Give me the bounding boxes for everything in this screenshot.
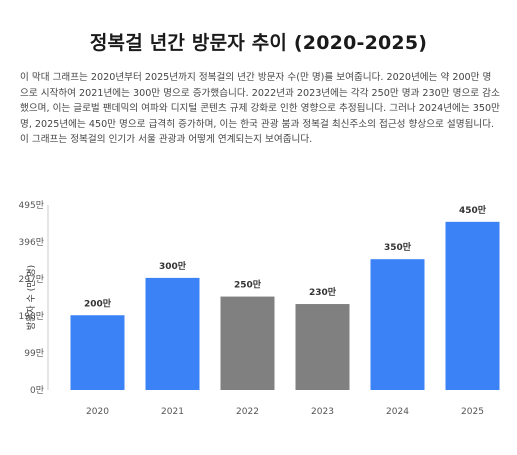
- data-labels: 200만 300만 250만 230만 350만 450만: [84, 204, 487, 309]
- y-tick-label: 0만: [30, 385, 44, 396]
- bar-2020: [70, 315, 125, 390]
- y-tick-label: 495만: [19, 200, 44, 211]
- chart-description: 이 막대 그래프는 2020년부터 2025년까지 정복걸의 년간 방문자 수(…: [20, 72, 500, 146]
- x-tick-label: 2021: [161, 407, 184, 417]
- x-tick-label: 2022: [236, 407, 259, 417]
- x-axis: 2020 2021 2022 2023 2024 2025: [86, 407, 484, 417]
- x-tick-label: 2025: [461, 407, 484, 417]
- y-tick-label: 99만: [24, 348, 44, 359]
- bars: [70, 221, 500, 390]
- data-label-2020: 200만: [84, 297, 112, 309]
- y-tick-label: 396만: [19, 237, 44, 248]
- data-label-2023: 230만: [309, 286, 337, 298]
- x-tick-label: 2020: [86, 407, 109, 417]
- bar-2024: [370, 259, 425, 390]
- y-axis-label: 방문자 수 (만 명): [26, 265, 37, 330]
- bar-2021: [145, 277, 200, 390]
- y-tick-label: 198만: [19, 311, 44, 322]
- data-label-2022: 250만: [234, 279, 262, 291]
- bar-2022: [220, 296, 275, 390]
- x-tick-label: 2024: [386, 407, 409, 417]
- data-label-2024: 350만: [384, 241, 412, 253]
- data-label-2021: 300만: [159, 260, 187, 272]
- x-tick-label: 2023: [311, 407, 334, 417]
- y-tick-label: 297만: [19, 274, 44, 285]
- chart-title: 정복걸 년간 방문자 추이 (2020-2025): [89, 32, 428, 54]
- bar-2023: [295, 304, 350, 390]
- data-label-2025: 450만: [459, 204, 487, 216]
- bar-2025: [445, 221, 500, 390]
